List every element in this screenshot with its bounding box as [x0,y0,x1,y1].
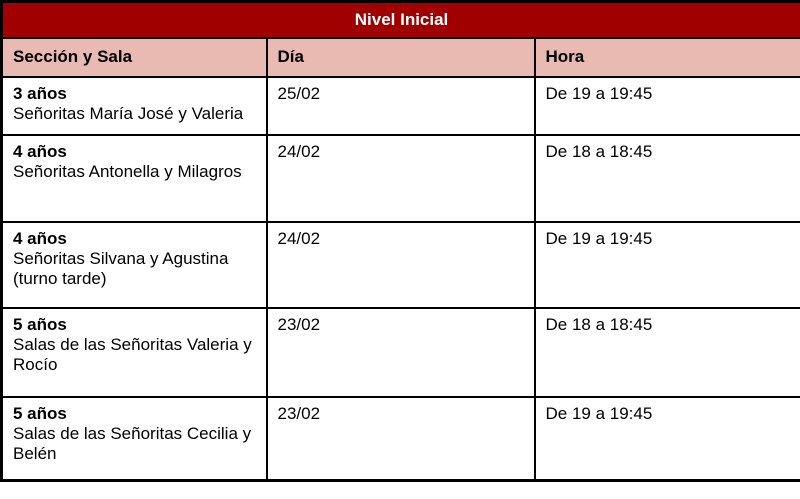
sala-label: Salas de las Señoritas Cecilia y Belén [13,423,252,463]
dia-cell: 23/02 [265,306,536,398]
sala-label: Señoritas Antonella y Milagros [13,161,242,181]
dia-cell: 24/02 [265,133,536,223]
dia-cell: 25/02 [265,75,536,136]
seccion-sala-cell: 4 años Señoritas Antonella y Milagros [0,133,268,223]
sala-label: Señoritas Silvana y Agustina (turno tard… [13,248,229,288]
seccion-sala-cell: 5 años Salas de las Señoritas Cecilia y … [0,395,268,482]
table-header-row: Sección y Sala Día Hora [0,36,800,78]
seccion-sala-cell: 4 años Señoritas Silvana y Agustina (tur… [0,220,268,309]
dia-cell: 23/02 [265,395,536,482]
sala-label: Señoritas María José y Valeria [13,103,244,123]
hora-cell: De 18 a 18:45 [533,306,800,398]
seccion-label: 4 años [13,141,67,161]
sala-label: Salas de las Señoritas Valeria y Rocío [13,334,252,374]
table-row: 5 años Salas de las Señoritas Valeria y … [0,306,800,398]
table-title: Nivel Inicial [0,0,800,39]
table-row: 4 años Señoritas Antonella y Milagros 24… [0,133,800,223]
table-row: 5 años Salas de las Señoritas Cecilia y … [0,395,800,482]
seccion-label: 5 años [13,314,67,334]
table-row: 3 años Señoritas María José y Valeria 25… [0,75,800,136]
seccion-label: 5 años [13,403,67,423]
table-title-row: Nivel Inicial [0,0,800,39]
schedule-table: Nivel Inicial Sección y Sala Día Hora 3 … [0,0,800,482]
column-header-dia: Día [265,36,536,78]
dia-cell: 24/02 [265,220,536,309]
column-header-hora: Hora [533,36,800,78]
seccion-sala-cell: 3 años Señoritas María José y Valeria [0,75,268,136]
seccion-sala-cell: 5 años Salas de las Señoritas Valeria y … [0,306,268,398]
hora-cell: De 19 a 19:45 [533,395,800,482]
seccion-label: 4 años [13,228,67,248]
table-row: 4 años Señoritas Silvana y Agustina (tur… [0,220,800,309]
seccion-label: 3 años [13,83,67,103]
hora-cell: De 18 a 18:45 [533,133,800,223]
column-header-seccion-sala: Sección y Sala [0,36,268,78]
hora-cell: De 19 a 19:45 [533,75,800,136]
hora-cell: De 19 a 19:45 [533,220,800,309]
